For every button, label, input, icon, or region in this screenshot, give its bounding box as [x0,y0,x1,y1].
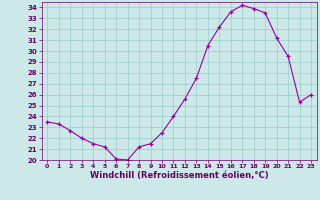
X-axis label: Windchill (Refroidissement éolien,°C): Windchill (Refroidissement éolien,°C) [90,171,268,180]
